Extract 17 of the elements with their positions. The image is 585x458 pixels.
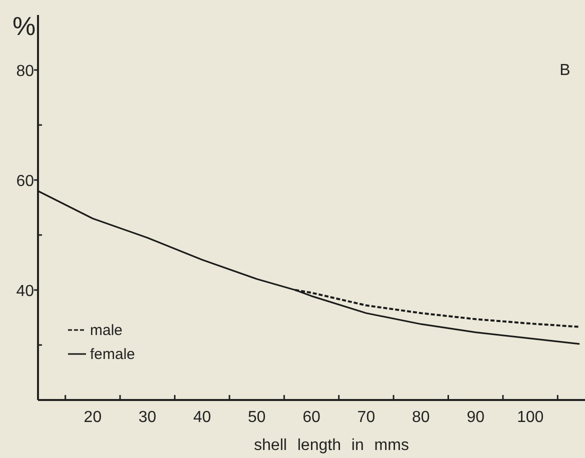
x-tick-label: 30 [138, 409, 156, 426]
x-tick-label: 60 [302, 409, 320, 426]
x-tick-label: 40 [193, 409, 212, 426]
y-tick-label: 80 [16, 63, 34, 80]
y-tick-label: 40 [16, 283, 34, 300]
x-tick-label: 80 [412, 409, 430, 426]
text: B [560, 62, 570, 79]
y-tick-label: 60 [16, 173, 34, 190]
x-tick-label: 20 [84, 409, 102, 426]
x-tick-label: 70 [357, 409, 376, 426]
x-tick-label: 90 [466, 409, 485, 426]
legend-label: female [90, 346, 136, 363]
x-tick-label: 50 [248, 409, 266, 426]
x-axis-title: shell length in mms [254, 437, 409, 454]
y-axis-title: % [12, 11, 36, 41]
legend-label: male [90, 322, 123, 339]
x-tick-label: 100 [516, 409, 544, 426]
